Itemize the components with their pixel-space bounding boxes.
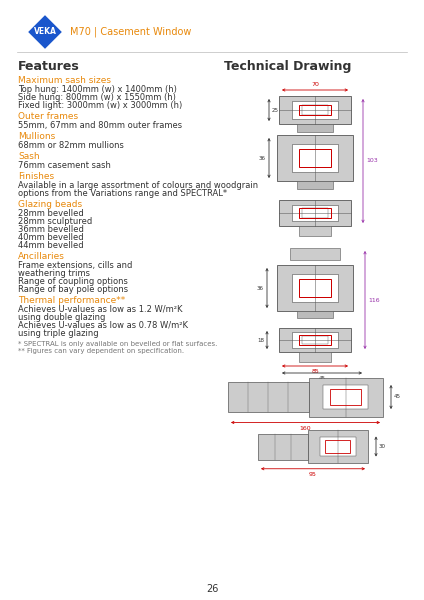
Text: 160: 160 [300, 425, 311, 431]
Text: 28mm bevelled: 28mm bevelled [18, 209, 84, 218]
Bar [279, 200, 351, 226]
Text: Sash: Sash [18, 152, 39, 161]
Text: Achieves U-values as low as 0.78 W/m²K: Achieves U-values as low as 0.78 W/m²K [18, 321, 188, 330]
Text: Achieves U-values as low as 1.2 W/m²K: Achieves U-values as low as 1.2 W/m²K [18, 305, 182, 314]
Text: ** Figures can vary dependent on specification.: ** Figures can vary dependent on specifi… [18, 348, 184, 354]
Bar [299, 149, 331, 167]
Text: Fixed light: 3000mm (w) x 3000mm (h): Fixed light: 3000mm (w) x 3000mm (h) [18, 101, 182, 110]
Bar [297, 124, 333, 132]
Bar [302, 336, 328, 344]
Bar [277, 135, 353, 181]
Text: 28mm sculptured: 28mm sculptured [18, 217, 92, 226]
Bar [299, 335, 331, 344]
Bar [299, 226, 331, 236]
Bar [324, 385, 368, 409]
Text: 40mm bevelled: 40mm bevelled [18, 233, 84, 242]
Bar [302, 105, 328, 115]
Text: Available in a large assortment of colours and woodgrain: Available in a large assortment of colou… [18, 181, 258, 190]
Bar [290, 248, 340, 260]
Polygon shape [27, 14, 63, 50]
Text: options from the Variations range and SPECTRAL*: options from the Variations range and SP… [18, 189, 227, 198]
Text: 30: 30 [379, 444, 386, 449]
Text: 36mm bevelled: 36mm bevelled [18, 225, 84, 234]
Text: 85: 85 [311, 369, 319, 374]
Text: Outer frames: Outer frames [18, 112, 78, 121]
Bar [299, 279, 331, 297]
Bar [330, 389, 361, 405]
Text: 45: 45 [318, 376, 326, 381]
Text: Range of coupling options: Range of coupling options [18, 277, 128, 286]
Text: Maximum sash sizes: Maximum sash sizes [18, 76, 111, 85]
Text: Mullions: Mullions [18, 132, 55, 141]
Bar [279, 328, 351, 352]
Text: 68mm or 82mm mullions: 68mm or 82mm mullions [18, 141, 124, 150]
Bar [292, 274, 338, 302]
Bar [292, 332, 338, 347]
Text: Features: Features [18, 60, 80, 73]
Text: Range of bay pole options: Range of bay pole options [18, 285, 128, 294]
Text: Glazing beads: Glazing beads [18, 200, 82, 209]
Text: 36: 36 [259, 155, 266, 160]
Bar [292, 101, 338, 119]
Bar [299, 208, 331, 218]
Text: Top hung: 1400mm (w) x 1400mm (h): Top hung: 1400mm (w) x 1400mm (h) [18, 85, 177, 94]
Bar [320, 437, 356, 456]
Bar [297, 311, 333, 318]
Text: 95: 95 [309, 472, 317, 477]
Text: 116: 116 [368, 298, 379, 302]
Bar [228, 382, 309, 412]
Text: using triple glazing: using triple glazing [18, 329, 99, 338]
Bar [307, 430, 368, 463]
Text: 25: 25 [272, 107, 279, 113]
Text: 45: 45 [394, 395, 401, 400]
Text: Side hung: 800mm (w) x 1550mm (h): Side hung: 800mm (w) x 1550mm (h) [18, 93, 176, 102]
Text: Ancillaries: Ancillaries [18, 252, 65, 261]
Text: Frame extensions, cills and: Frame extensions, cills and [18, 261, 132, 270]
Bar [277, 265, 353, 311]
Text: M70 | Casement Window: M70 | Casement Window [70, 27, 191, 37]
Text: using double glazing: using double glazing [18, 313, 106, 322]
Bar [299, 352, 331, 362]
Text: weathering trims: weathering trims [18, 269, 90, 278]
Text: 103: 103 [366, 158, 378, 163]
Text: * SPECTRAL is only available on bevelled or flat surfaces.: * SPECTRAL is only available on bevelled… [18, 341, 218, 347]
Text: 26: 26 [206, 584, 218, 594]
Text: 70: 70 [311, 82, 319, 87]
Text: 36: 36 [257, 286, 264, 290]
Bar [292, 205, 338, 221]
Bar [292, 144, 338, 172]
Bar [299, 104, 331, 115]
Bar [297, 181, 333, 189]
Text: 55mm, 67mm and 80mm outer frames: 55mm, 67mm and 80mm outer frames [18, 121, 182, 130]
Text: 44mm bevelled: 44mm bevelled [18, 241, 84, 250]
Bar [309, 377, 383, 416]
Text: 76mm casement sash: 76mm casement sash [18, 161, 111, 170]
Bar [325, 440, 351, 453]
Text: Technical Drawing: Technical Drawing [224, 60, 351, 73]
Bar [302, 208, 328, 218]
Text: VEKA: VEKA [33, 28, 56, 37]
Text: Finishes: Finishes [18, 172, 54, 181]
Text: 18: 18 [257, 337, 264, 343]
Text: Thermal performance**: Thermal performance** [18, 296, 125, 305]
Bar [279, 96, 351, 124]
Bar [258, 433, 307, 460]
